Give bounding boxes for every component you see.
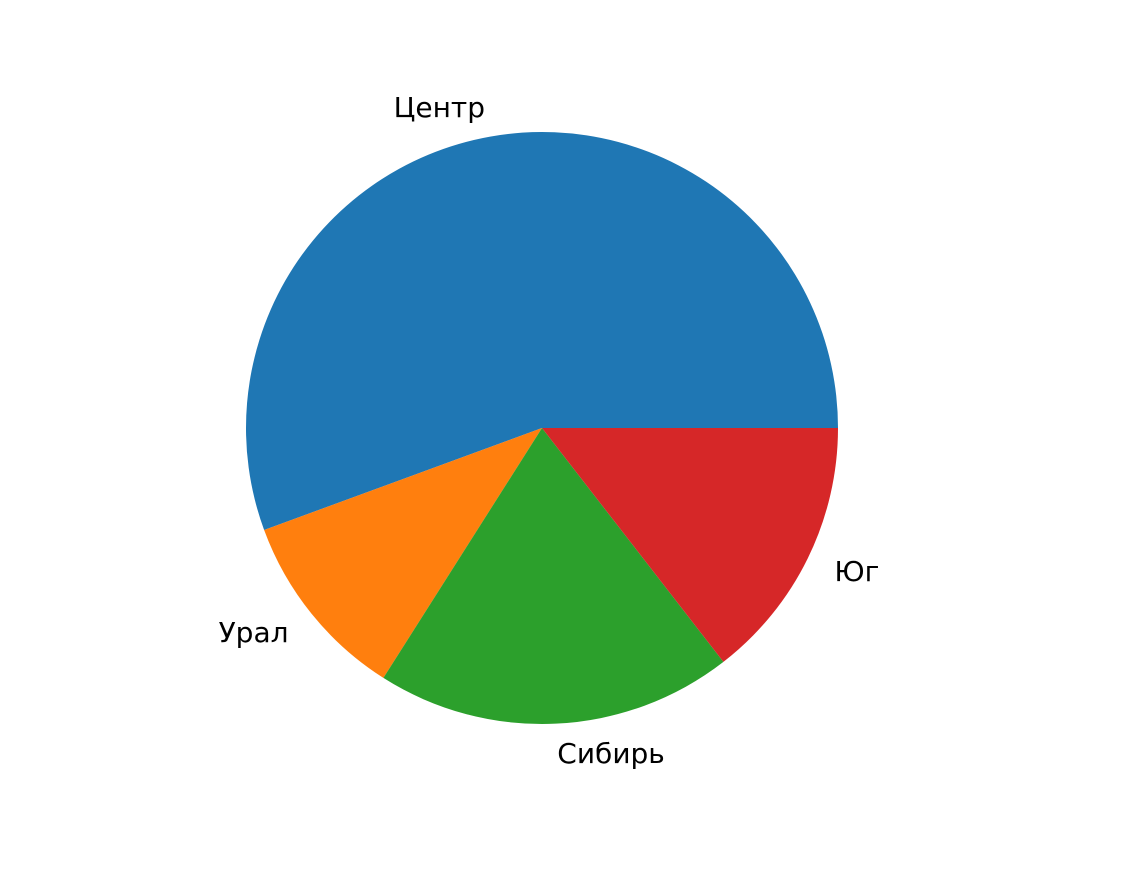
pie-slice-0 <box>246 132 838 531</box>
pie-slice-1 <box>264 428 542 678</box>
pie-slice-label-3: Юг <box>834 555 879 588</box>
pie-slice-3 <box>542 428 838 662</box>
pie-slice-label-0: Центр <box>394 91 485 124</box>
pie-slice-label-1: Урал <box>219 616 289 649</box>
pie-slice-label-2: Сибирь <box>557 737 665 770</box>
pie-slice-2 <box>383 428 724 724</box>
